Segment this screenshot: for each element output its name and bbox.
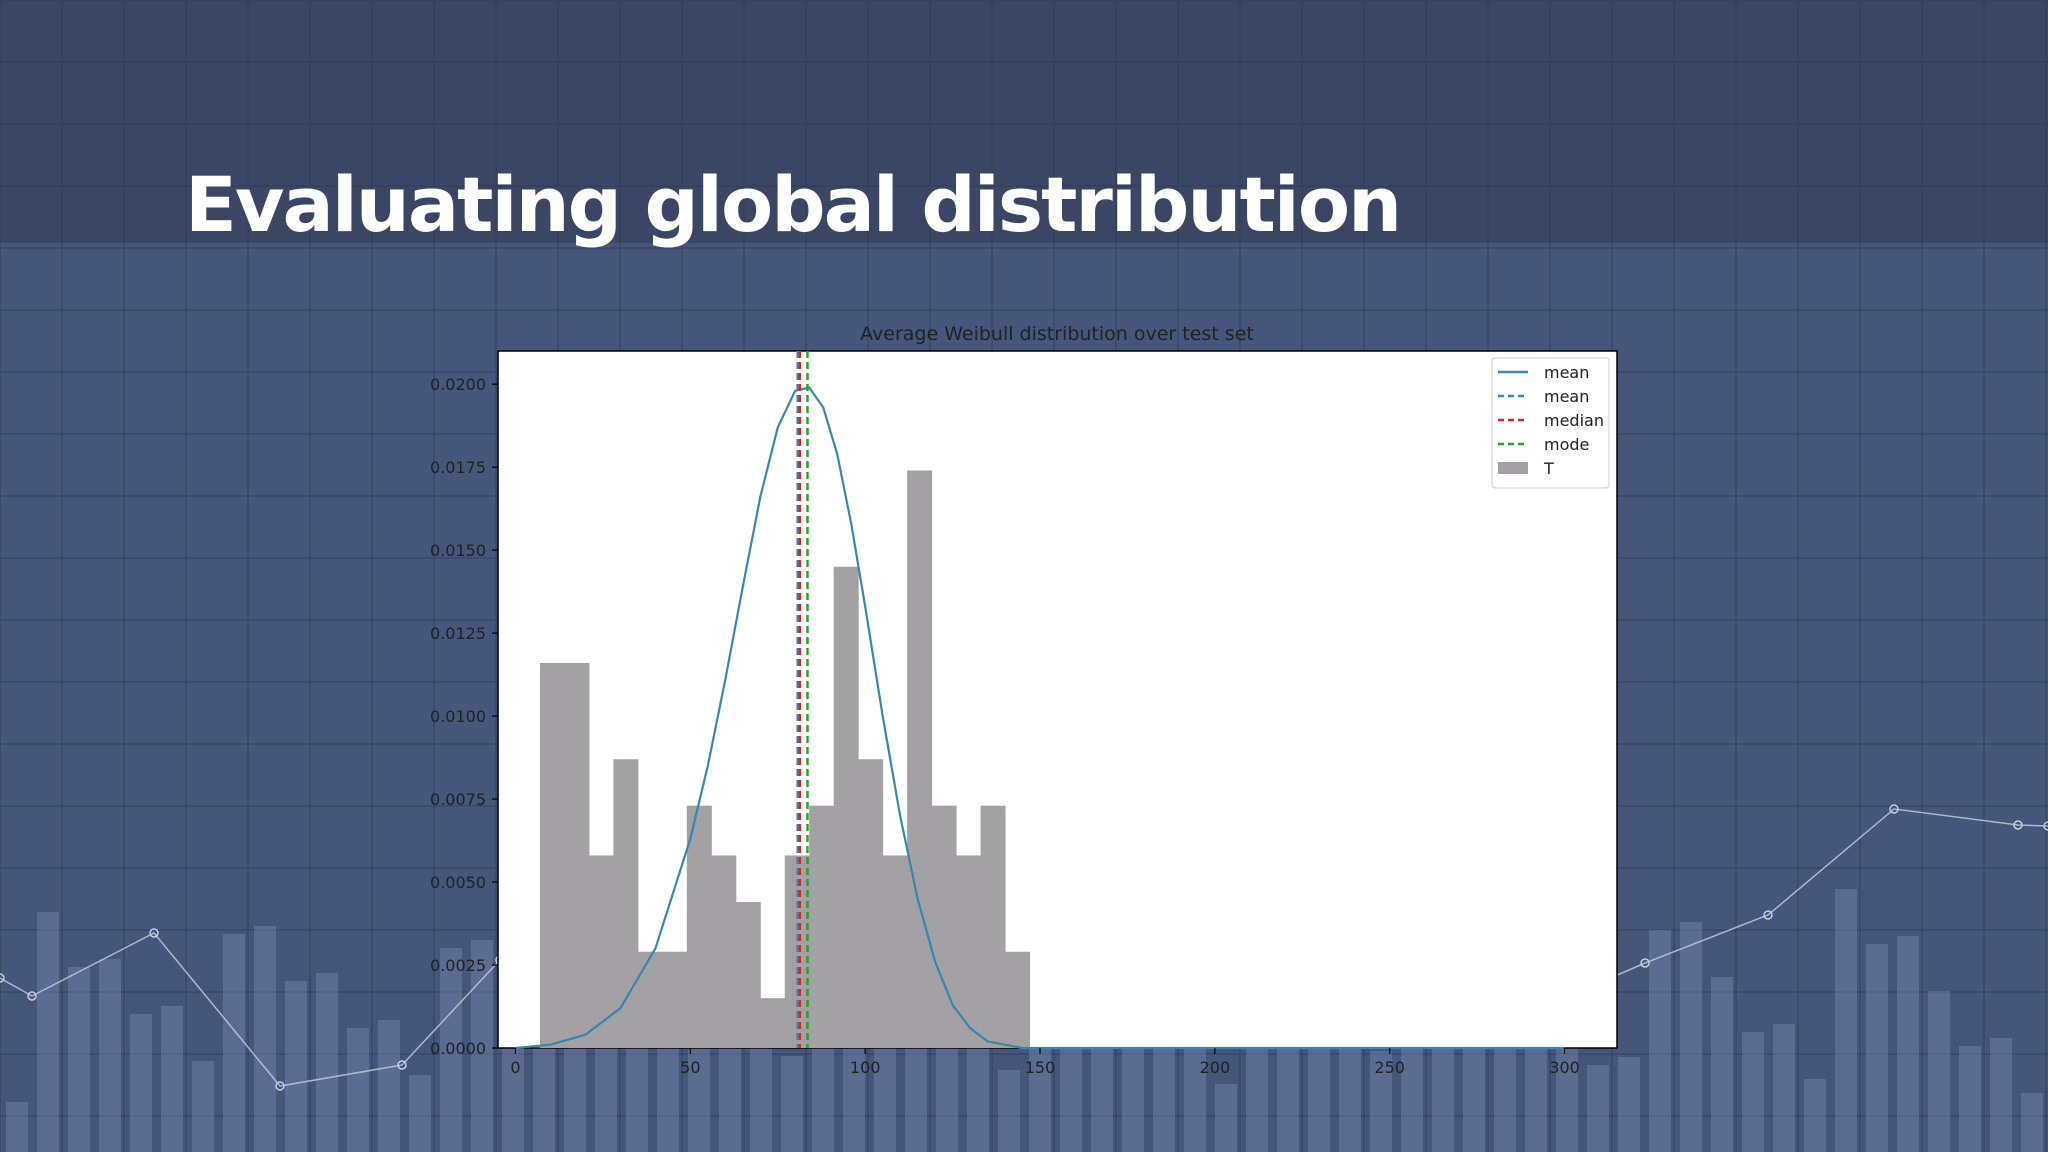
histogram-bar [637,951,663,1048]
histogram-bar [980,805,1006,1048]
histogram-bar [539,662,565,1048]
slide-title: Evaluating global distribution [185,160,1402,249]
x-tick-label: 200 [1200,1058,1231,1077]
legend-label: mean [1544,387,1589,406]
y-tick-label: 0.0150 [430,541,486,560]
y-tick-label: 0.0025 [430,956,486,975]
histogram-bar [711,855,737,1048]
legend-label: mode [1544,435,1589,454]
histogram-bar [956,855,982,1048]
histogram-bar [882,855,908,1048]
y-tick-label: 0.0200 [430,375,486,394]
legend-swatch [1498,462,1528,474]
x-tick-label: 250 [1374,1058,1405,1077]
y-tick-label: 0.0050 [430,873,486,892]
x-tick-label: 150 [1025,1058,1056,1077]
chart-legend: mean mean median mode T [1491,357,1610,489]
series-line-mean [515,386,1565,1050]
chart-title: Average Weibull distribution over test s… [860,323,1254,345]
histogram-bar [735,901,761,1048]
legend-label: median [1544,411,1604,430]
histogram-bar [833,566,859,1048]
legend-label: T [1543,459,1554,478]
histogram-bar [588,855,614,1048]
histogram-bar [1005,951,1031,1048]
histogram-bar [613,759,639,1048]
y-tick-label: 0.0175 [430,458,486,477]
x-tick-label: 50 [680,1058,700,1077]
histogram-bar [809,805,835,1048]
y-tick-label: 0.0125 [430,624,486,643]
histogram-bar [931,805,957,1048]
plot-area [497,350,1618,1049]
histogram-bar [858,759,884,1048]
histogram-bar [760,998,786,1048]
legend-label: mean [1544,363,1589,382]
x-tick-label: 0 [510,1058,520,1077]
legend-box [1491,357,1610,489]
y-tick-label: 0.0075 [430,790,486,809]
x-tick-label: 300 [1549,1058,1580,1077]
y-tick-label: 0.0100 [430,707,486,726]
histogram-bar [907,470,933,1048]
x-tick-label: 100 [850,1058,881,1077]
histogram-bar [686,805,712,1048]
histogram-bar [564,662,590,1048]
y-tick-label: 0.0000 [430,1039,486,1058]
histogram-bar [662,951,688,1048]
